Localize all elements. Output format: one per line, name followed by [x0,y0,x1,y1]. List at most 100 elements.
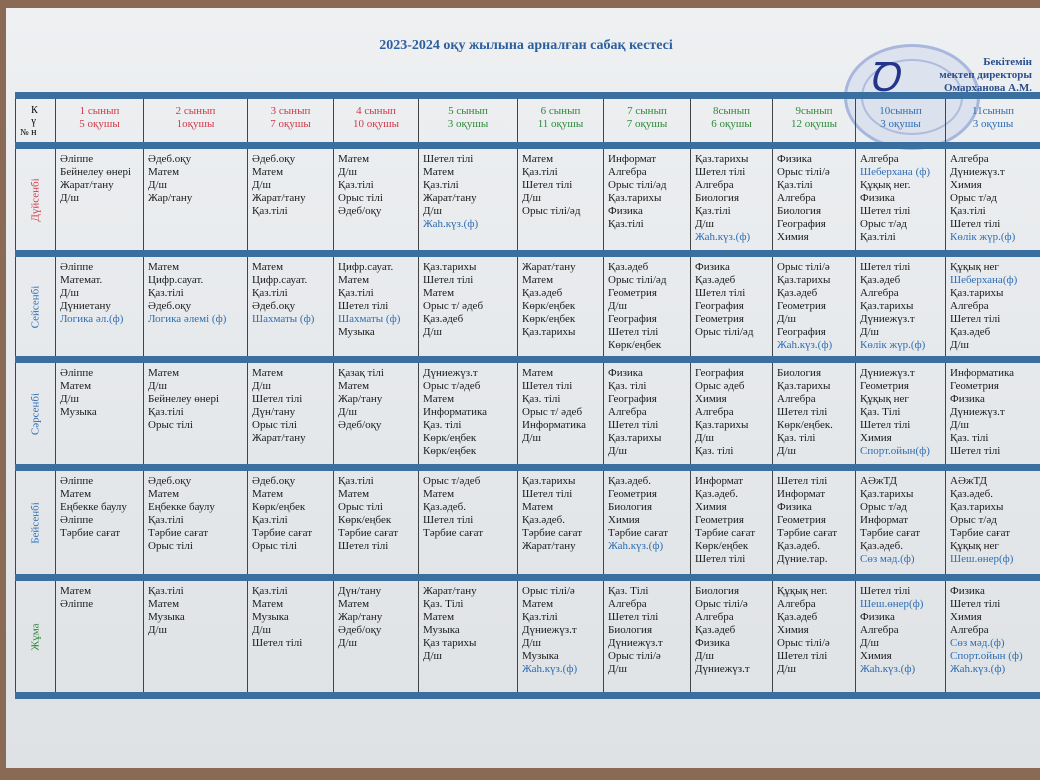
lesson: Орыс тілі/ә [695,598,748,610]
lesson: Орыс тілі [148,419,193,431]
lesson: Орыс тілі/ә [777,261,830,273]
lesson: Геометрия [608,287,657,299]
lesson: Орыс т/әд [950,192,997,204]
approval-line: мектеп директоры [939,69,1032,81]
lesson: Биология [777,367,822,379]
lesson: Д/ш [60,287,80,299]
lesson: Орыс тілі/ә [608,650,661,662]
lesson: Әліппе [60,475,94,487]
lesson: География [777,218,826,230]
lesson: Құқық нег [950,540,999,552]
day-row: Дүйсенбі Әліппе Бейнелеу өнері Жарат/тану Д/… [15,142,1040,254]
class-header: 3 сынып 7 оқушы [247,92,334,146]
lesson: Д/ш [777,663,797,675]
lesson-cell: Информатика Геометрия Физика Дүниежүз.т Д/ш Қ… [945,356,1040,468]
lesson: Қаз.тарихы [695,153,749,165]
class-students: 11 оқушы [537,118,584,130]
lesson: Әдеб.оқу [252,300,296,312]
lesson: Қаз.әдеб. [777,540,821,552]
lesson: Жар/тану [148,192,193,204]
lesson: Алгебра [950,624,989,636]
lesson: Еңбекке баулу [60,501,127,513]
lesson: Қаз.тілі [252,287,288,299]
lesson: Жарат/тану [522,261,576,273]
lesson: Матем [423,166,455,178]
lesson: Матем [252,598,284,610]
lesson: Жарат/тану [252,192,306,204]
lesson-cell: География Орыс әдеб Химия Алгебра Қаз.тарихы… [690,356,773,468]
lesson: Д/ш [695,432,715,444]
lesson: Қаз.тілі [148,585,184,597]
lesson: Қаз. Тілі [608,585,649,597]
lesson: Тәрбие сағат [695,527,756,539]
lesson: Информатика [950,367,1015,379]
lesson-cell: Қаз.тілі Матем Музыка Д/ш Шетел тілі [247,574,334,699]
lesson: Матем [148,488,180,500]
lesson: Қаз. тілі [608,380,647,392]
lesson: Қаз.әдеб [608,261,649,273]
lesson: Әліппе [60,153,94,165]
elective-lesson: Шеш.өнер(ф) [860,598,924,610]
day-cell: Жұма [15,574,56,699]
lesson: Тәрбие сағат [60,527,121,539]
lesson: Информат [695,475,744,487]
lesson: Орыс т/әд [860,501,907,513]
elective-lesson: Шеберхана (ф) [860,166,931,178]
class-students: 3 оқушы [447,118,489,130]
class-students: 7 оқушы [626,118,668,130]
lesson: Химия [695,501,727,513]
class-students: 7 оқушы [270,118,311,130]
lesson: Д/ш [777,445,797,457]
lesson: Геометрия [777,514,826,526]
class-students: 12 оқушы [791,118,837,130]
lesson: Қаз.әдеб. [695,488,739,500]
lesson-cell: Әліппе Математ. Д/ш Дүниетану Логика әл.(ф) [55,250,144,360]
elective-lesson: Жаh.күз.(ф) [950,663,1006,675]
lesson: Д/ш [252,380,272,392]
corner-header: № Күн [15,92,56,146]
lesson: Қаз.әдеб [860,274,901,286]
lesson: География [608,313,657,325]
lesson: Қаз.тілі [522,166,558,178]
lesson: Физика [860,611,895,623]
lesson-cell: Әдеб.оқу Матем Д/ш Жар/тану [143,142,248,254]
lesson: Д/ш [338,637,358,649]
lesson: Алгебра [860,153,899,165]
lesson: Жар/тану [338,393,383,405]
lesson-cell: Орыс тілі/ә Матем Қаз.тілі Дүниежүз.т Д/ш Муз… [517,574,604,699]
lesson: Физика [608,367,643,379]
lesson: Алгебра [608,166,647,178]
lesson: Алгебра [608,406,647,418]
class-name: 6 сынып [540,105,581,117]
lesson-cell: Матем Д/ш Шетел тілі Дүн/тану Орыс тілі Жарат… [247,356,334,468]
lesson: Д/ш [777,313,797,325]
elective-lesson: Шахматы (ф) [338,313,401,325]
lesson: Шетел тілі [522,488,573,500]
lesson: Физика [950,393,985,405]
lesson: Қаз.әдеб. [950,488,994,500]
lesson: Қаз.тарихы [608,432,662,444]
lesson: Шетел тілі [338,540,389,552]
class-name: 1 сынып [79,105,120,117]
lesson: Қаз.әдеб. [423,501,467,513]
lesson: Геометрия [695,313,744,325]
lesson: Орыс тілі [252,540,297,552]
lesson: Матем [60,380,92,392]
lesson: Шетел тілі [423,514,474,526]
lesson-cell: Физика Шетел тілі Химия Алгебра Сөз мәд.(ф) С… [945,574,1040,699]
lesson: Алгебра [695,611,734,623]
lesson: Жар/тану [338,611,383,623]
lesson: Тәрбие сағат [252,527,313,539]
lesson: Қаз.әдеб [950,326,991,338]
lesson: Көрк/еңбек [423,445,477,457]
lesson: Орыс тілі/әд [608,179,667,191]
lesson: Қаз.әдеб. [860,540,904,552]
lesson: Әдеб/оқу [338,205,382,217]
lesson-cell: Әдеб.оқу Матем Д/ш Жарат/тану Қаз.тілі [247,142,334,254]
class-students: 1оқушы [176,118,215,130]
lesson-cell: Орыс т/әдеб Матем Қаз.әдеб. Шетел тілі Тәрби… [418,464,518,578]
lesson: Матем [522,501,554,513]
lesson-cell: Биология Орыс тілі/ә Алгебра Қаз.әдеб Физика… [690,574,773,699]
lesson: Дүн/тану [338,585,382,597]
lesson: Матем [522,367,554,379]
